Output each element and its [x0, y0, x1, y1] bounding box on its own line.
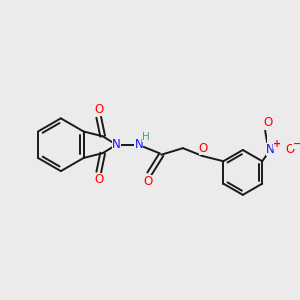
Text: +: + [273, 139, 281, 148]
Text: N: N [266, 143, 275, 156]
Text: O: O [94, 173, 104, 186]
Text: O: O [285, 143, 294, 156]
Text: −: − [292, 139, 300, 148]
Text: O: O [199, 142, 208, 155]
Text: O: O [263, 116, 272, 130]
Text: N: N [112, 138, 121, 151]
Text: N: N [134, 138, 143, 151]
Text: H: H [142, 132, 150, 142]
Text: O: O [94, 103, 104, 116]
Text: O: O [143, 175, 153, 188]
